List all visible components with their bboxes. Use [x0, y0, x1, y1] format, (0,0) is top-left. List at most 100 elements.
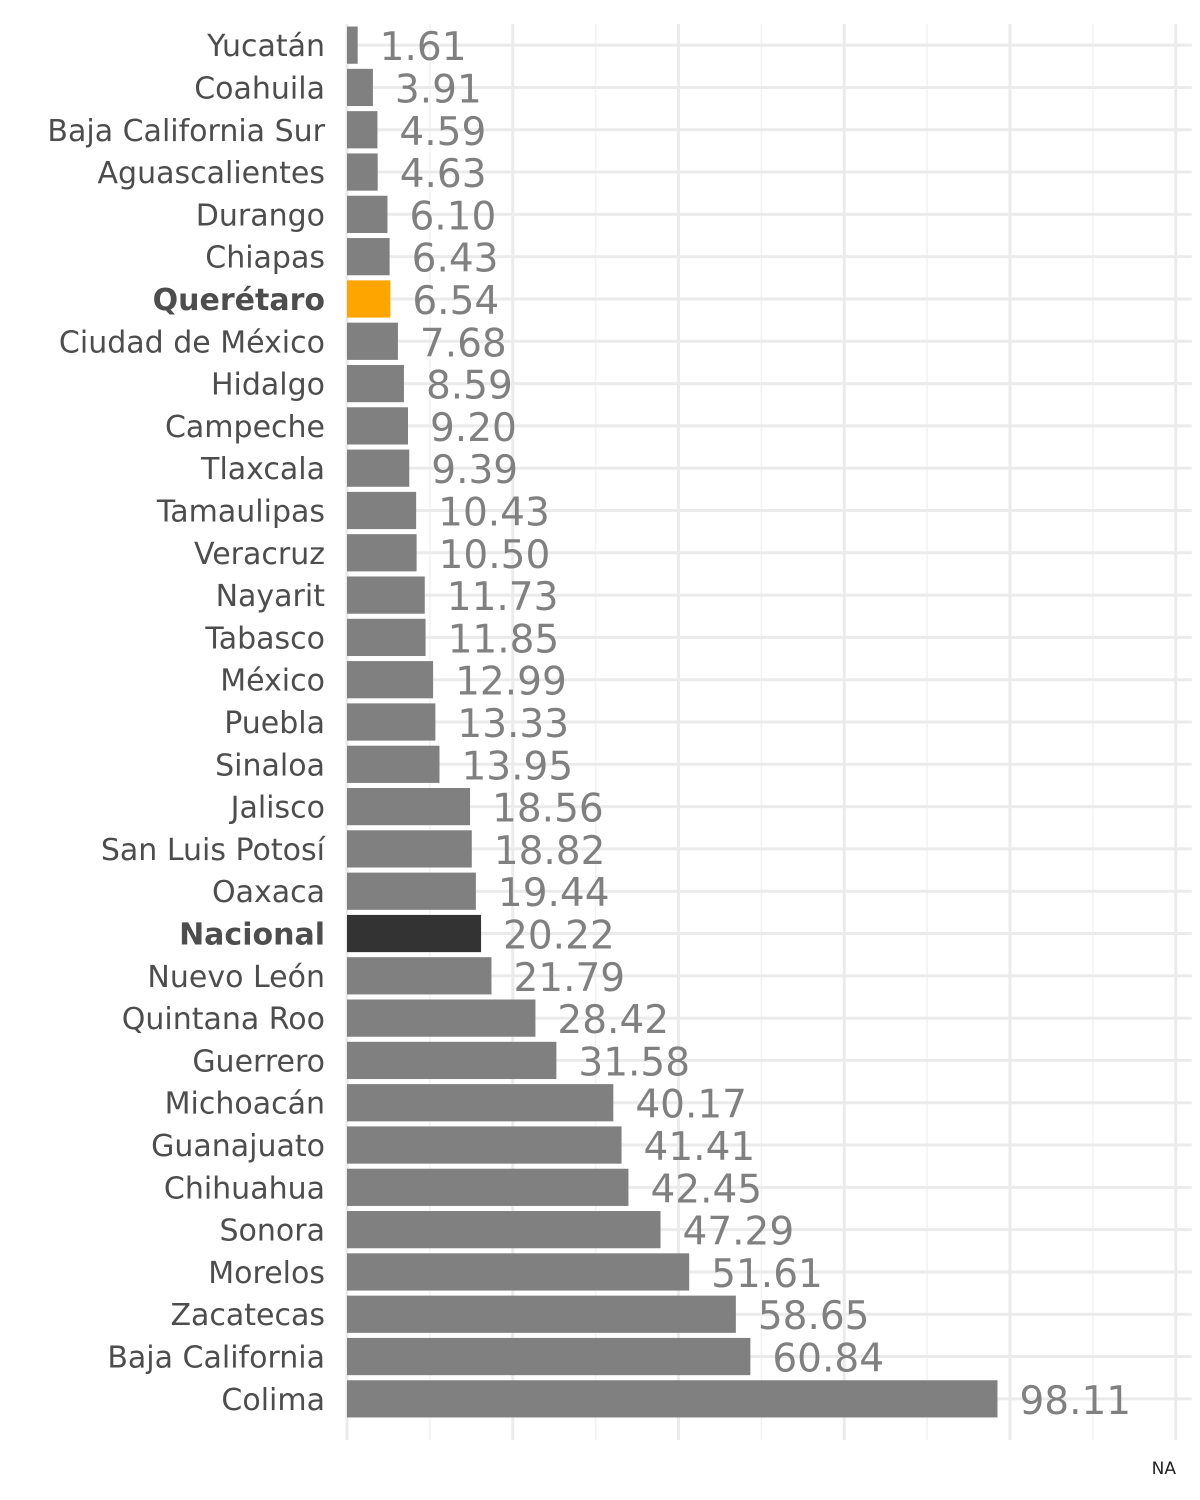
value-label: 18.56 [492, 787, 604, 832]
category-label: San Luis Potosí [101, 833, 327, 868]
value-label: 11.73 [447, 575, 559, 620]
grid-lines [345, 24, 1192, 1440]
bar [347, 1337, 751, 1376]
value-label: 12.99 [455, 660, 567, 705]
category-label: Yucatán [206, 29, 325, 64]
bar [347, 280, 391, 318]
category-label: Oaxaca [212, 875, 325, 910]
category-label: Colima [221, 1383, 325, 1418]
value-label: 41.41 [644, 1125, 756, 1170]
value-label: 47.29 [683, 1210, 795, 1255]
bar [347, 1380, 998, 1418]
category-label: Tabasco [204, 621, 325, 656]
category-label: Baja California [107, 1341, 325, 1376]
value-label: 7.68 [420, 321, 507, 366]
category-label: Nuevo León [147, 960, 325, 995]
category-label: Sonora [220, 1214, 325, 1249]
value-label: 20.22 [503, 914, 615, 959]
bar [347, 1041, 557, 1080]
value-label: 13.95 [461, 744, 573, 789]
bar [347, 1211, 661, 1249]
category-label: Jalisco [229, 791, 325, 826]
category-label: México [220, 664, 325, 699]
value-label: 28.42 [557, 998, 669, 1043]
bars [347, 26, 998, 1418]
value-label: 40.17 [635, 1083, 747, 1128]
category-label: Aguascalientes [98, 156, 325, 191]
category-label: Veracruz [194, 537, 325, 572]
bar [347, 618, 426, 657]
category-label: Guerrero [192, 1044, 325, 1079]
category-label: Ciudad de México [59, 325, 325, 360]
bar [347, 914, 482, 953]
value-label: 31.58 [578, 1040, 690, 1085]
value-label: 21.79 [513, 956, 625, 1001]
value-label: 1.61 [380, 25, 467, 70]
value-label: 8.59 [426, 364, 513, 409]
value-label: 10.50 [439, 533, 551, 578]
bar [347, 534, 417, 572]
bar [347, 661, 434, 699]
value-label: 98.11 [1019, 1379, 1131, 1424]
value-label: 10.43 [438, 490, 550, 535]
value-label: 58.65 [758, 1294, 870, 1339]
bar [347, 703, 436, 741]
value-label: 19.44 [498, 871, 610, 916]
value-label: 18.82 [494, 829, 606, 874]
category-label: Baja California Sur [47, 114, 325, 149]
bar [347, 407, 408, 445]
bar [347, 26, 358, 64]
value-label: 6.54 [412, 279, 499, 324]
bar [347, 153, 378, 191]
bar [347, 1295, 736, 1333]
value-label: 11.85 [448, 617, 560, 662]
category-label: Guanajuato [151, 1129, 325, 1164]
bar [347, 1126, 622, 1164]
bar [347, 957, 492, 995]
bar [347, 745, 440, 783]
bar [347, 830, 472, 868]
category-label: Chihuahua [164, 1171, 325, 1206]
bar [347, 364, 404, 403]
category-label: Zacatecas [170, 1298, 325, 1333]
value-label: 4.63 [400, 152, 487, 197]
category-label: Tamaulipas [156, 494, 325, 529]
bar [347, 1168, 629, 1206]
value-label: 42.45 [650, 1167, 762, 1212]
bar [347, 1253, 690, 1291]
category-label: Hidalgo [211, 368, 325, 403]
category-label: Chiapas [205, 241, 325, 276]
caption: NA [1152, 1459, 1177, 1479]
value-label: 6.43 [412, 237, 499, 282]
bar [347, 195, 388, 233]
bar [347, 322, 398, 360]
category-label: Michoacán [165, 1087, 325, 1122]
bar [347, 872, 476, 910]
category-label: Coahuila [194, 71, 325, 106]
category-label: Nacional [179, 918, 325, 953]
category-label: Morelos [208, 1256, 325, 1291]
value-label: 3.91 [395, 67, 482, 112]
bar [347, 491, 417, 530]
value-label: 4.59 [399, 110, 486, 155]
value-label: 51.61 [711, 1252, 823, 1297]
category-label: Quintana Roo [122, 1002, 325, 1037]
category-label: Campeche [165, 410, 325, 445]
value-label: 13.33 [457, 702, 569, 747]
bar [347, 576, 425, 614]
category-label: Durango [196, 198, 325, 233]
bar [347, 999, 536, 1037]
bar [347, 787, 471, 826]
bar [347, 1084, 614, 1122]
bar [347, 111, 378, 149]
value-labels: 1.613.914.594.636.106.436.547.688.599.20… [380, 25, 1131, 1424]
value-label: 60.84 [772, 1337, 884, 1382]
bar [347, 238, 390, 276]
bar [347, 449, 410, 487]
category-label: Nayarit [216, 579, 326, 614]
category-label: Querétaro [153, 283, 325, 318]
category-label: Puebla [224, 706, 325, 741]
value-label: 6.10 [409, 194, 496, 239]
bar [347, 68, 373, 107]
